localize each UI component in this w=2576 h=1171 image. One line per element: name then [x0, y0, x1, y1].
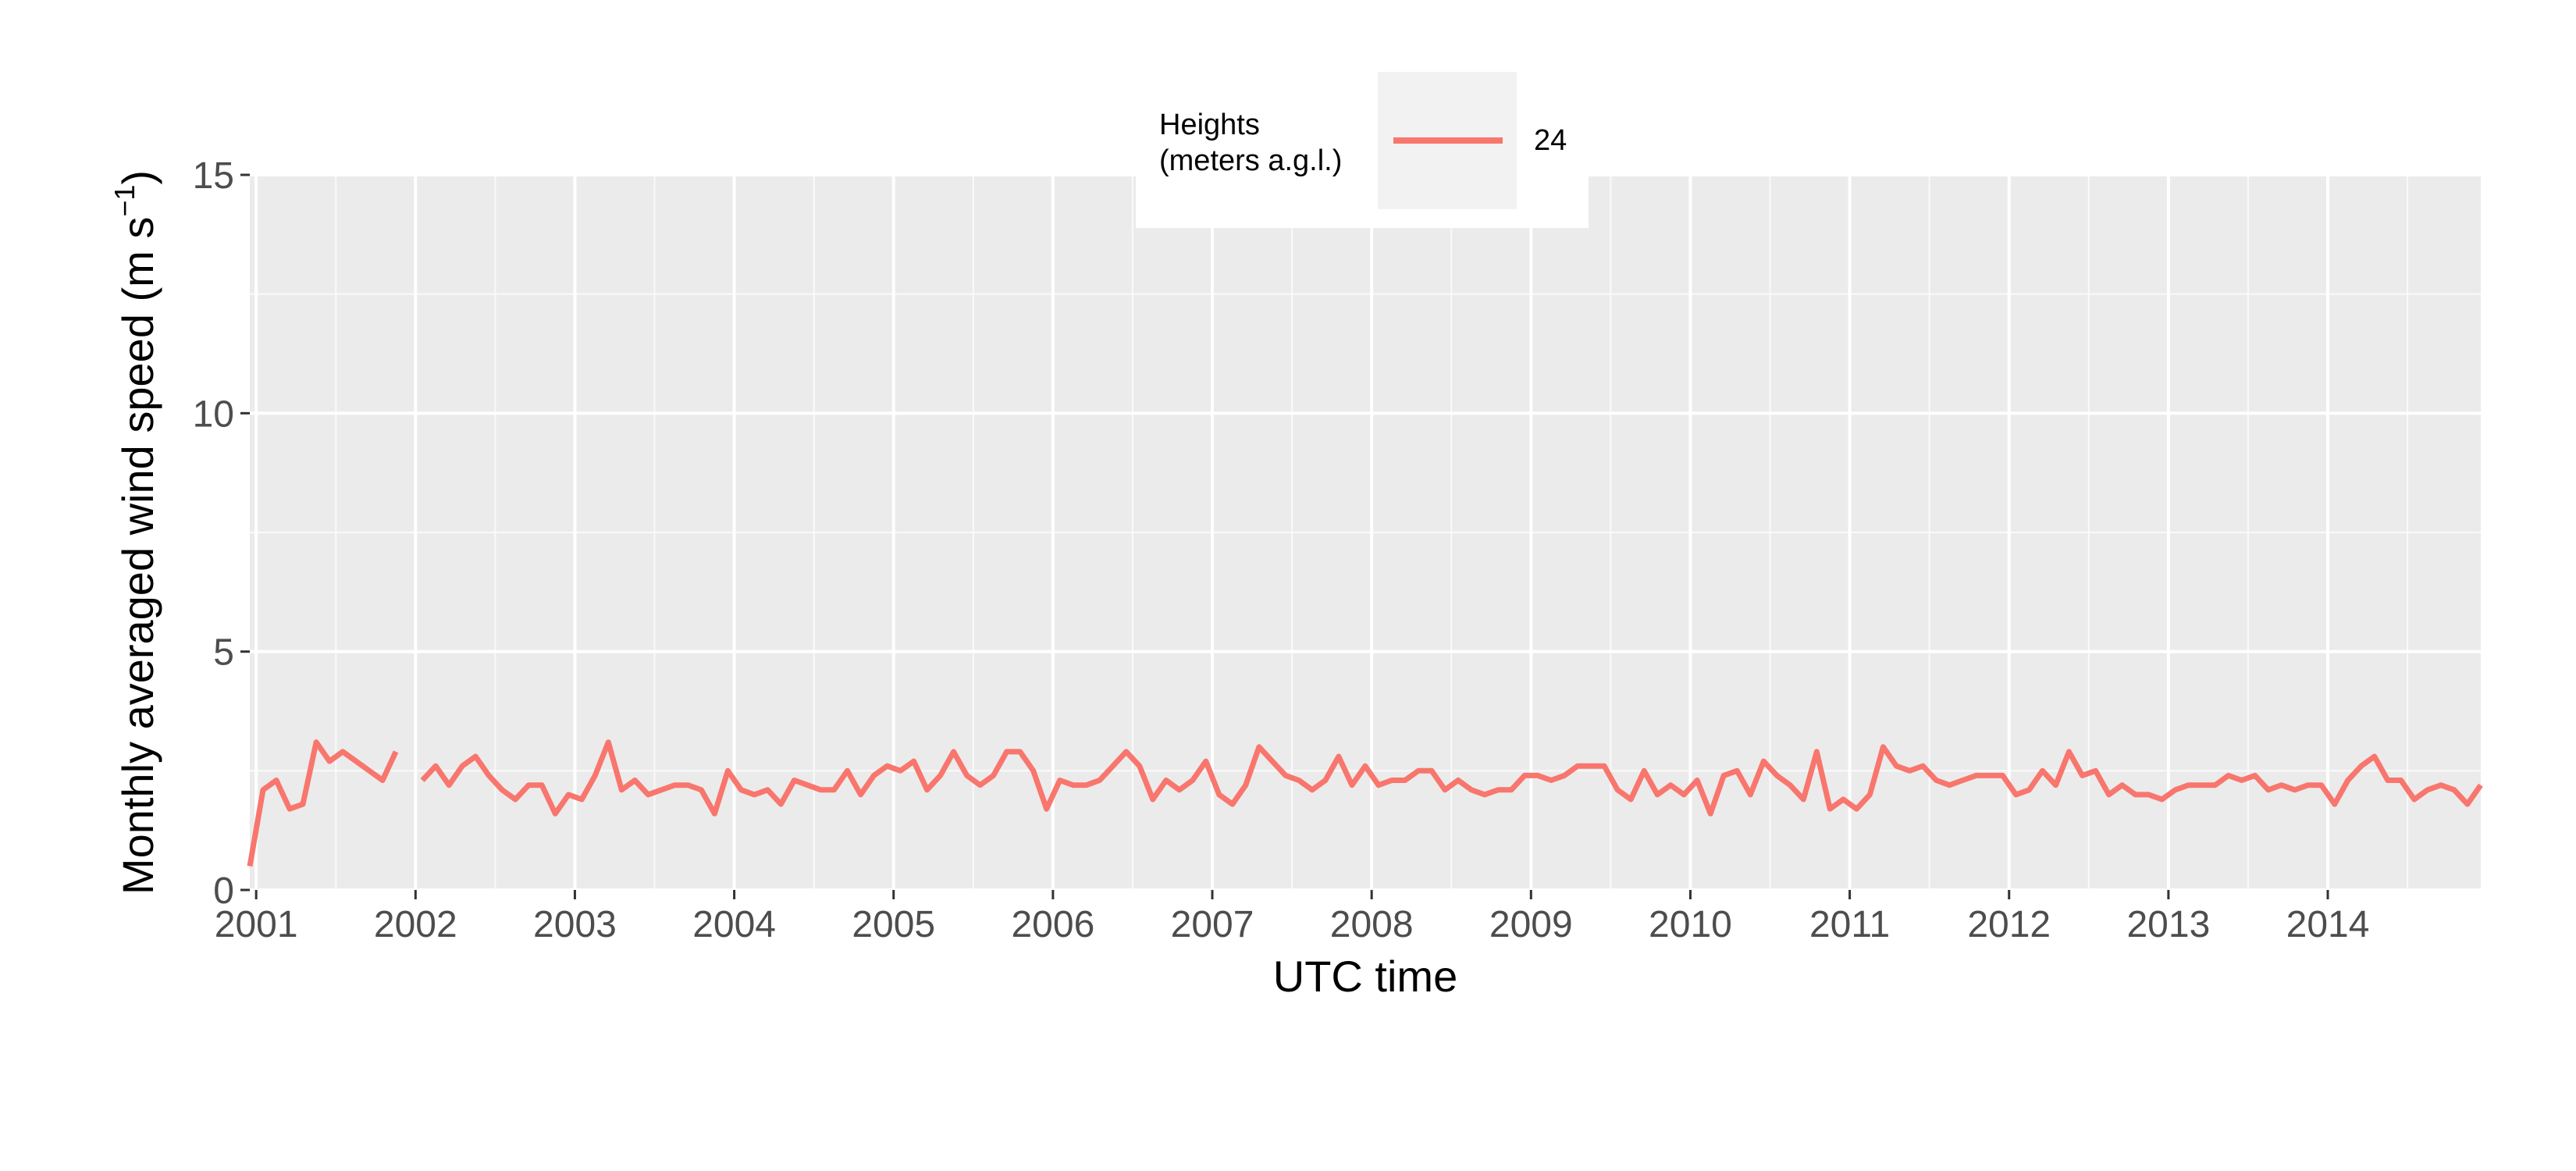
x-tick-label: 2010 [1649, 904, 1732, 945]
x-tick-label: 2013 [2126, 904, 2210, 945]
y-axis-title-superscript: −1 [109, 185, 141, 217]
y-axis-title-main: Monthly averaged wind speed (m s [113, 217, 162, 895]
series-layer [247, 739, 2483, 867]
x-tick-label: 2007 [1171, 904, 1254, 945]
x-tick-label: 2001 [215, 904, 298, 945]
x-tick-label: 2002 [374, 904, 457, 945]
y-axis-title-close: ) [113, 170, 162, 185]
x-tick-label: 2006 [1011, 904, 1094, 945]
y-tick-label: 10 [193, 393, 234, 435]
minor-grid [250, 175, 2481, 890]
x-tick-label: 2011 [1809, 904, 1890, 945]
x-axis-title: UTC time [1273, 952, 1457, 1001]
x-axis: 2001 2002 2003 2004 2005 2006 2007 2008 2009 2010… [215, 890, 2370, 945]
legend-title-line1: Heights [1159, 109, 1260, 141]
x-tick-label: 2004 [692, 904, 776, 945]
y-axis-title: Monthly averaged wind speed (m s−1) [109, 170, 162, 895]
x-tick-label: 2008 [1330, 904, 1414, 945]
y-tick-label: 0 [213, 870, 234, 912]
series-line-24 [247, 739, 2483, 867]
x-tick-label: 2005 [852, 904, 935, 945]
legend: Heights (meters a.g.l.) 24 [1136, 72, 1589, 228]
legend-title-line2: (meters a.g.l.) [1159, 144, 1342, 177]
y-axis: 0 5 10 15 [193, 155, 250, 912]
y-tick-label: 5 [213, 632, 234, 674]
y-tick-label: 15 [193, 155, 234, 197]
x-tick-label: 2012 [1967, 904, 2051, 945]
x-tick-label: 2014 [2286, 904, 2370, 945]
x-tick-label: 2003 [533, 904, 617, 945]
x-tick-label: 2009 [1489, 904, 1573, 945]
legend-entry-label: 24 [1534, 124, 1567, 157]
